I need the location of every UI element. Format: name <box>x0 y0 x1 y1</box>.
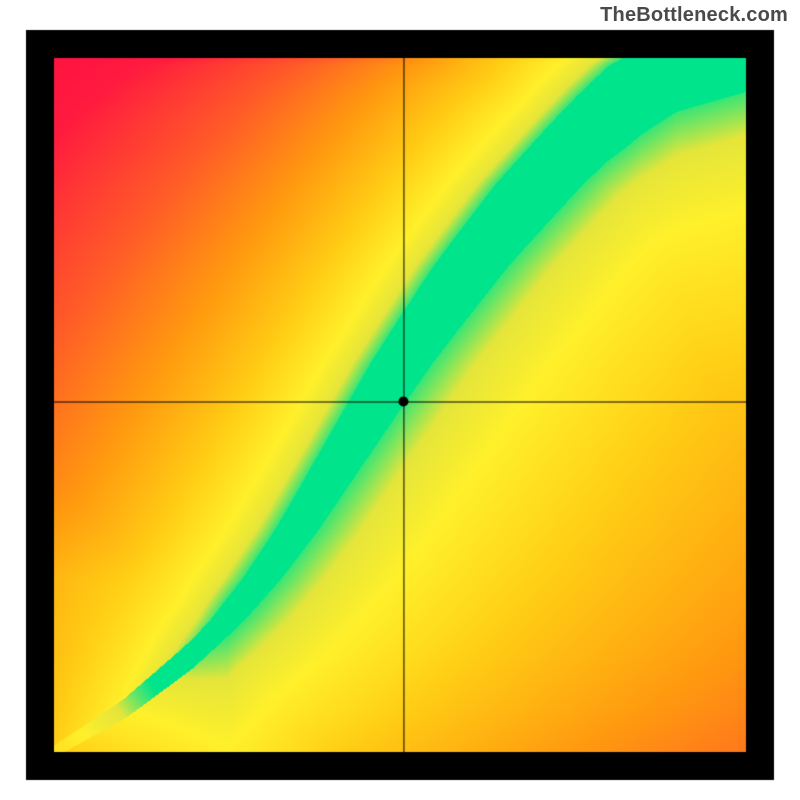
chart-container: TheBottleneck.com <box>0 0 800 800</box>
watermark-text: TheBottleneck.com <box>600 4 788 27</box>
bottleneck-heatmap <box>0 0 800 800</box>
